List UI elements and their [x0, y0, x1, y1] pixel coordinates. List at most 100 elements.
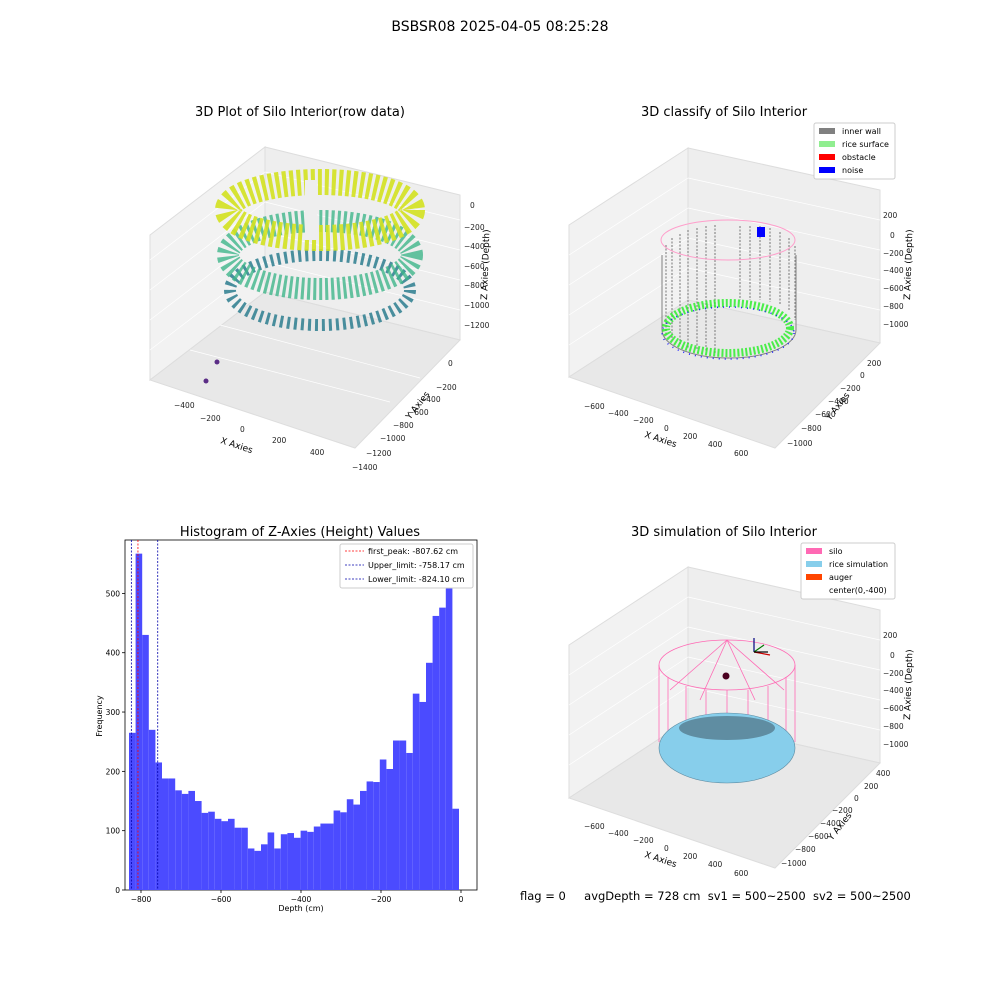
- x-tick-label: −200: [200, 414, 221, 423]
- histogram-bar: [419, 701, 426, 890]
- histogram-bar: [379, 759, 387, 890]
- floor-pane: [148, 291, 461, 449]
- panel-simulation: 3D simulation of Silo Interior: [567, 525, 915, 878]
- ring-top-band: [215, 169, 425, 251]
- histogram-bar: [320, 823, 327, 890]
- z-tick-label: −400: [464, 242, 485, 251]
- histogram-bar: [234, 827, 242, 890]
- y-tick-label: 200: [106, 767, 121, 776]
- x-ticks: −800 −600 −400 −200 0: [131, 890, 464, 904]
- x-axis-label: X Axies: [643, 850, 678, 870]
- chart-title: 3D Plot of Silo Interior(row data): [195, 105, 405, 120]
- legend-swatch: [806, 561, 822, 567]
- y-tick-label: −800: [393, 421, 414, 430]
- histogram-bar: [201, 812, 209, 890]
- z-tick-label: −1000: [883, 740, 909, 749]
- x-tick-label: −600: [584, 822, 605, 831]
- histogram-bar: [142, 634, 149, 890]
- legend-label: noise: [842, 166, 863, 175]
- z-tick-label: 200: [883, 211, 898, 220]
- x-tick-label: −400: [174, 401, 195, 410]
- y-tick-label: −400: [828, 397, 849, 406]
- legend-frame: [813, 122, 896, 180]
- ring-gap: [305, 180, 317, 240]
- noise-cluster: [757, 227, 765, 237]
- histogram-bars: [129, 553, 459, 890]
- legend-label: first_peak: -807.62 cm: [368, 547, 458, 556]
- histogram-bar: [412, 693, 420, 890]
- x-tick-label: 600: [734, 869, 749, 878]
- y-tick-label: 0: [860, 371, 865, 380]
- x-tick-label: 200: [683, 852, 698, 861]
- z-tick-label: −800: [883, 722, 904, 731]
- histogram-bar: [346, 799, 354, 890]
- z-tick-label: 200: [883, 631, 898, 640]
- histogram-bar: [228, 818, 235, 890]
- x-axis-label: Depth (cm): [278, 904, 323, 913]
- histogram-bar: [294, 837, 301, 890]
- avg-depth-text: avgDepth = 728 cm: [584, 889, 701, 903]
- histogram-bar: [188, 790, 195, 890]
- sv1-text: sv1 = 500~2500: [707, 889, 806, 903]
- z-axis-label: Z Axies (Depth): [903, 649, 915, 720]
- legend-label: silo: [829, 547, 843, 556]
- legend-label: obstacle: [842, 153, 876, 162]
- y-axis-label: Frequency: [95, 695, 104, 737]
- x-tick-label: −600: [211, 895, 232, 904]
- sv2-text: sv2 = 500~2500: [812, 889, 911, 903]
- outlier-point: [203, 378, 209, 384]
- y-tick-label: −1000: [380, 434, 406, 443]
- z-axis-label: Z Axies (Depth): [903, 229, 915, 300]
- chart-title: 3D simulation of Silo Interior: [631, 525, 818, 540]
- x-axis-label: X Axies: [219, 436, 254, 456]
- histogram-bar: [399, 740, 407, 890]
- x-tick-label: 0: [664, 424, 669, 433]
- x-tick-label: 600: [734, 449, 749, 458]
- histogram-bar: [333, 810, 341, 890]
- x-tick-label: −400: [608, 409, 629, 418]
- z-tick-label: −400: [883, 686, 904, 695]
- y-tick-label: 500: [106, 589, 121, 598]
- legend-frame: [800, 542, 896, 600]
- z-tick-label: 0: [890, 231, 895, 240]
- z-tick-label: −400: [883, 266, 904, 275]
- y-tick-label: 200: [864, 782, 879, 791]
- flag-text: flag = 0: [520, 889, 566, 903]
- y-tick-label: −800: [795, 845, 816, 854]
- legend-swatch: [806, 548, 822, 554]
- histogram-bar: [386, 768, 393, 890]
- histogram-bar: [168, 778, 176, 890]
- floor-pane: [567, 719, 881, 869]
- histogram-bar: [360, 790, 367, 890]
- histogram-bar: [313, 826, 321, 890]
- y-tick-label: −1000: [787, 439, 813, 448]
- inner-wall-points: [661, 255, 797, 359]
- inner-wall-rails: [665, 225, 796, 353]
- y-tick-label: −600: [815, 410, 836, 419]
- histogram-bar: [214, 818, 222, 890]
- figure-title: BSBSR08 2025-04-05 08:25:28: [391, 19, 608, 35]
- histogram-bar: [340, 812, 347, 890]
- auger-marker: [722, 672, 730, 680]
- legend-label: rice surface: [842, 140, 889, 149]
- x-tick-label: −400: [608, 829, 629, 838]
- y-tick-label: −800: [801, 424, 822, 433]
- rice-surface-points: [662, 299, 794, 357]
- z-tick-label: −600: [883, 704, 904, 713]
- histogram-bar: [406, 752, 413, 890]
- z-tick-label: 0: [890, 651, 895, 660]
- x-tick-label: −200: [633, 416, 654, 425]
- y-tick-label: −1200: [366, 449, 392, 458]
- histogram-bar: [300, 830, 308, 890]
- histogram-bar: [175, 790, 182, 890]
- z-tick-label: −600: [883, 284, 904, 293]
- y-tick-label: −1400: [352, 463, 378, 472]
- histogram-bar: [445, 585, 453, 890]
- y-axis-label: Y Axies: [824, 391, 853, 424]
- z-tick-label: −800: [883, 302, 904, 311]
- histogram-bar: [452, 808, 459, 890]
- y-tick-label: −1000: [781, 859, 807, 868]
- histogram-bar: [366, 781, 374, 890]
- y-tick-label: 200: [867, 359, 882, 368]
- z-tick-label: −200: [883, 249, 904, 258]
